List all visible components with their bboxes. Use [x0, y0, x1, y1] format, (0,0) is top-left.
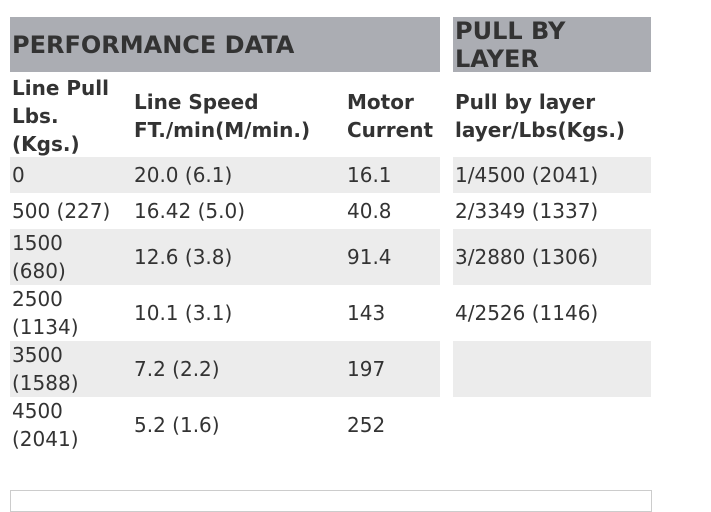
table-cell: 40.8: [347, 199, 392, 223]
table-cell: 1500 (680): [12, 231, 66, 283]
row-stripe: [10, 341, 440, 397]
table-cell: 500 (227): [12, 199, 111, 223]
column-header: Motor Current: [347, 90, 434, 142]
column-header: Line Speed FT./min(M/min.): [134, 90, 311, 142]
table-cell: 143: [347, 301, 386, 325]
column-header: Line Pull Lbs. (Kgs.): [12, 76, 109, 156]
table-cell: 0: [12, 163, 25, 187]
row-stripe: [10, 229, 440, 285]
table-cell: 7.2 (2.2): [134, 357, 220, 381]
table-cell: 3/2880 (1306): [455, 245, 599, 269]
table-title: PULL BY LAYER: [455, 16, 566, 73]
table-title: PERFORMANCE DATA: [12, 30, 295, 59]
table-cell: 197: [347, 357, 386, 381]
table-cell: 4500 (2041): [12, 399, 79, 451]
table-cell: 10.1 (3.1): [134, 301, 233, 325]
table-cell: 3500 (1588): [12, 343, 79, 395]
row-stripe: [453, 229, 651, 285]
row-stripe: [453, 157, 651, 193]
table-cell: 4/2526 (1146): [455, 301, 599, 325]
header-bar: [10, 17, 440, 72]
column-header: Pull by layer layer/Lbs(Kgs.): [455, 90, 626, 142]
table-cell: 16.42 (5.0): [134, 199, 246, 223]
page: PERFORMANCE DATA PULL BY LAYER Line Pull…: [10, 16, 652, 512]
table-cell: 2500 (1134): [12, 287, 79, 339]
header-bar: [453, 17, 651, 72]
table-cell: 2/3349 (1337): [455, 199, 599, 223]
table-cell: 252: [347, 413, 386, 437]
table-cell: 5.2 (1.6): [134, 413, 220, 437]
table-cell: 91.4: [347, 245, 392, 269]
bottom-panel: [10, 490, 652, 512]
row-stripe: [10, 157, 440, 193]
table-cell: 20.0 (6.1): [134, 163, 233, 187]
table-cell: 16.1: [347, 163, 392, 187]
table-cell: 1/4500 (2041): [455, 163, 599, 187]
row-stripe: [453, 341, 651, 397]
table-cell: 12.6 (3.8): [134, 245, 233, 269]
